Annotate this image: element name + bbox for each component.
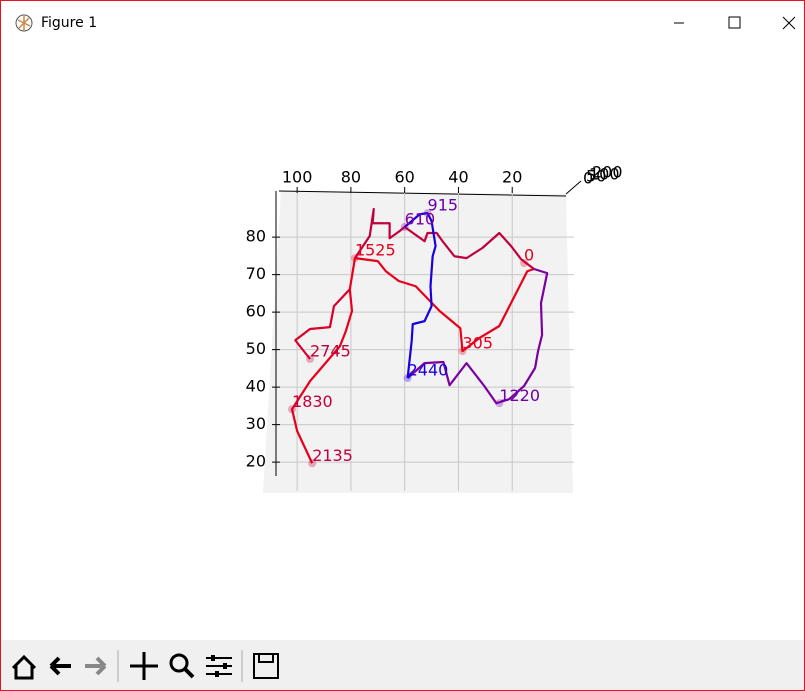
annotation-label: 915 xyxy=(428,196,459,215)
app-icon xyxy=(15,14,33,32)
annotation-label: 2135 xyxy=(312,446,353,465)
z-tick-label: 0 xyxy=(583,169,593,188)
x-tick-label: 20 xyxy=(502,168,522,187)
y-tick-label: 40 xyxy=(246,377,266,396)
annotation-label: 1220 xyxy=(499,386,540,405)
x-tick-label: 100 xyxy=(282,168,313,187)
annotation-marker xyxy=(400,223,409,231)
annotation-label: 1525 xyxy=(355,241,396,260)
x-tick-label: 80 xyxy=(341,168,361,187)
annotation-marker xyxy=(288,405,297,414)
window-controls[interactable] xyxy=(644,1,804,45)
annotation-marker xyxy=(308,459,317,468)
y-tick-label: 60 xyxy=(246,302,266,321)
annotation-marker xyxy=(495,399,504,408)
trajectory-line xyxy=(406,267,549,405)
trajectory-line xyxy=(354,207,535,270)
y-tick-label: 80 xyxy=(246,227,266,246)
z-tick-label: 100 xyxy=(589,165,620,184)
toolbar-icons[interactable] xyxy=(1,640,301,690)
x-axis xyxy=(278,190,567,197)
trajectory-line xyxy=(403,212,437,379)
toolbar xyxy=(1,640,804,690)
trajectory-line xyxy=(294,288,351,360)
trajectory-line xyxy=(290,257,535,464)
y-tick-label: 70 xyxy=(246,264,266,283)
x-tick-label: 60 xyxy=(394,168,414,187)
annotation-marker xyxy=(403,374,412,383)
annotation-label: 305 xyxy=(462,334,493,353)
annotation-marker xyxy=(458,347,467,356)
annotation-marker xyxy=(306,355,315,363)
annotation-marker xyxy=(350,254,359,263)
annotation-label: 2440 xyxy=(408,361,449,380)
pane xyxy=(263,191,573,493)
y-tick-label: 20 xyxy=(246,452,266,471)
annotation-label: 610 xyxy=(405,210,436,229)
z-axis xyxy=(565,180,582,195)
z-tick-label: 200 xyxy=(592,163,623,182)
x-tick-label: 40 xyxy=(448,168,468,187)
window-title: Figure 1 xyxy=(41,15,98,31)
title-bar: Figure 1 xyxy=(1,1,804,45)
annotation-label: 1830 xyxy=(292,392,333,411)
annotation-marker xyxy=(520,259,529,267)
annotation-marker xyxy=(423,209,432,218)
y-tick-label: 50 xyxy=(246,339,266,358)
y-tick-label: 30 xyxy=(246,414,266,433)
annotation-label: 0 xyxy=(524,246,534,265)
z-tick-label: 50 xyxy=(586,167,606,186)
annotation-label: 2745 xyxy=(310,342,351,361)
plot: 100 80 60 40 2020304050607080050100200030561… xyxy=(246,163,623,493)
